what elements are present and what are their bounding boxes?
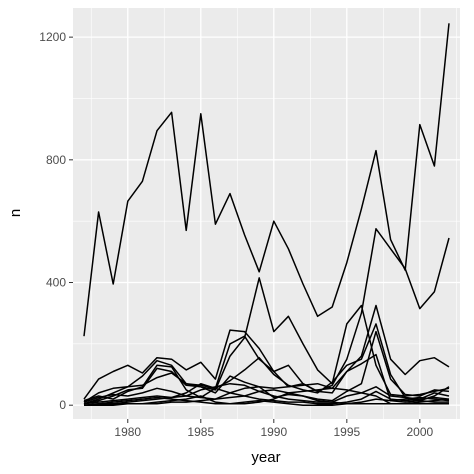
series-line-8	[83, 382, 449, 405]
y-tick-label: 0	[59, 398, 66, 412]
series-line-6	[83, 353, 450, 405]
series-line-1	[83, 23, 450, 337]
y-tick-label: 800	[46, 153, 66, 167]
x-tick-label: 1990	[260, 425, 287, 439]
series-line-11	[84, 389, 449, 406]
x-axis-title: year	[251, 449, 280, 466]
major-gridlines	[73, 8, 460, 419]
x-tick-label: 1980	[114, 425, 141, 439]
y-tick-label: 400	[46, 276, 66, 290]
minor-gridlines	[73, 8, 460, 419]
series-line-2	[83, 228, 450, 400]
series-line-7	[83, 330, 450, 403]
plot-panel	[73, 8, 460, 419]
x-axis-ticks: 1980 1985 1990 1995 2000	[114, 419, 434, 439]
y-axis-title: n	[7, 209, 24, 217]
series-lines	[83, 23, 450, 406]
x-tick-label: 2000	[406, 425, 433, 439]
series-line-12	[83, 386, 450, 406]
x-tick-label: 1985	[187, 425, 214, 439]
y-axis-ticks: 0 400 800 1200	[39, 30, 73, 412]
series-line-5	[83, 323, 450, 402]
x-tick-label: 1995	[333, 425, 360, 439]
y-tick-label: 1200	[39, 30, 66, 44]
series-line-3	[83, 277, 450, 403]
